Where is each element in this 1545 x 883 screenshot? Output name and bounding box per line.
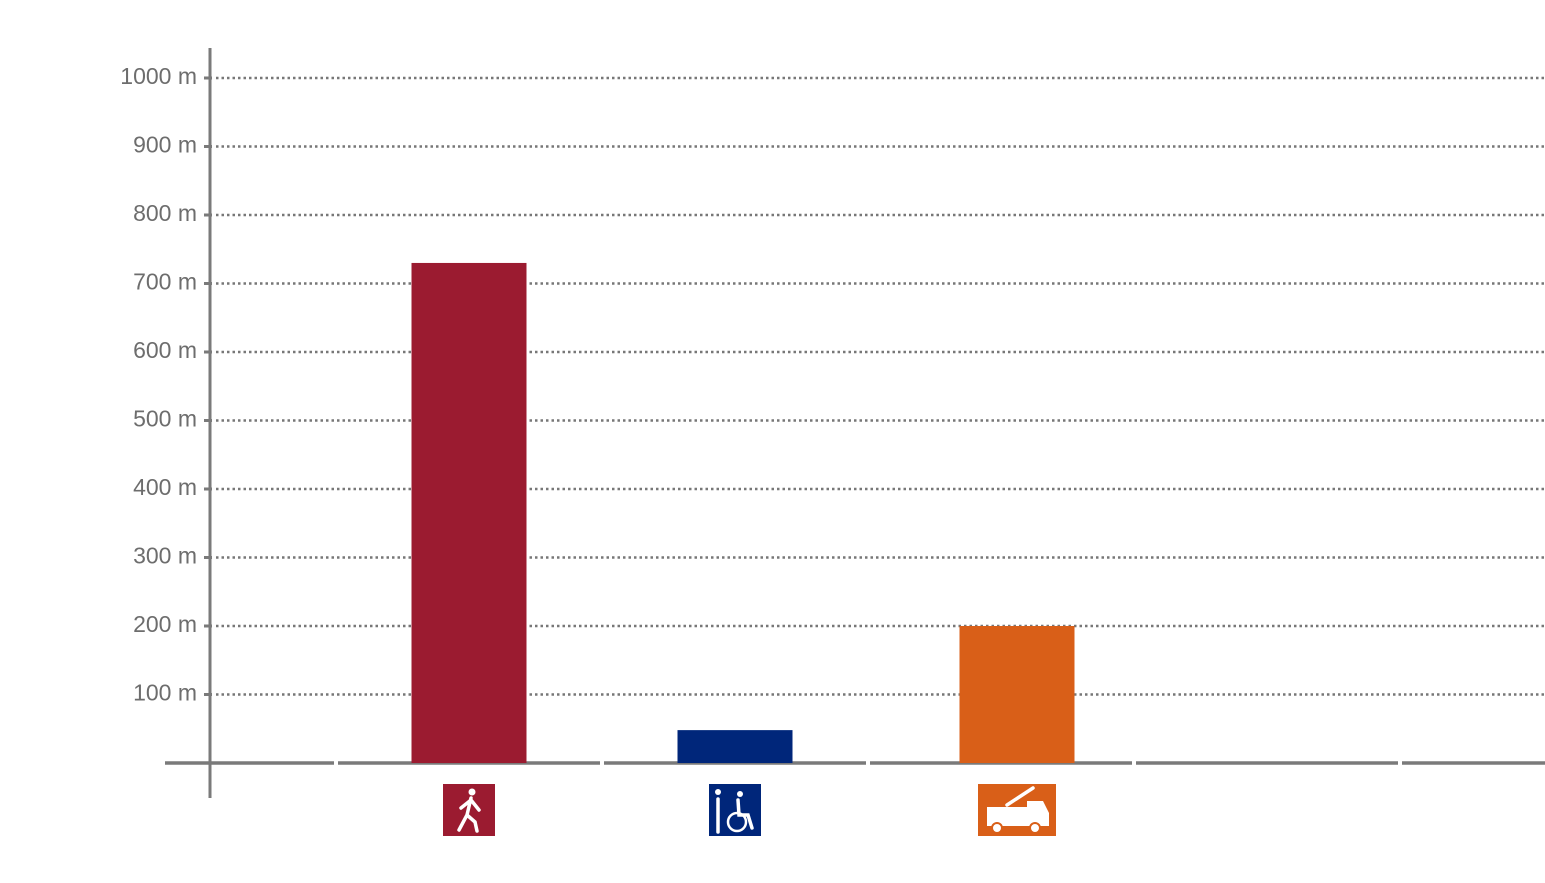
icon-shape bbox=[987, 801, 1049, 826]
y-tick-label: 500 m bbox=[133, 406, 197, 432]
y-tick-label: 1000 m bbox=[120, 63, 197, 89]
y-tick-label: 300 m bbox=[133, 543, 197, 569]
bar bbox=[411, 262, 527, 763]
icon-shape bbox=[726, 811, 748, 833]
category-icon bbox=[709, 784, 761, 836]
y-tick-label: 600 m bbox=[133, 337, 197, 363]
icon-shape bbox=[457, 796, 481, 833]
icon-shape bbox=[1005, 786, 1035, 807]
bar bbox=[959, 626, 1075, 763]
category-icon bbox=[443, 784, 495, 836]
y-tick-label: 900 m bbox=[133, 132, 197, 158]
y-tick-label: 800 m bbox=[133, 200, 197, 226]
icon-shape bbox=[991, 822, 1003, 834]
icon-shape bbox=[468, 788, 476, 796]
bar bbox=[677, 730, 793, 763]
y-tick-label: 100 m bbox=[133, 680, 197, 706]
y-tick-label: 700 m bbox=[133, 269, 197, 295]
y-tick-label: 200 m bbox=[133, 611, 197, 637]
icon-shape bbox=[1029, 822, 1041, 834]
icon-shape bbox=[737, 791, 743, 797]
y-tick-label: 400 m bbox=[133, 474, 197, 500]
icon-shape bbox=[715, 789, 721, 795]
category-icon bbox=[978, 784, 1056, 836]
